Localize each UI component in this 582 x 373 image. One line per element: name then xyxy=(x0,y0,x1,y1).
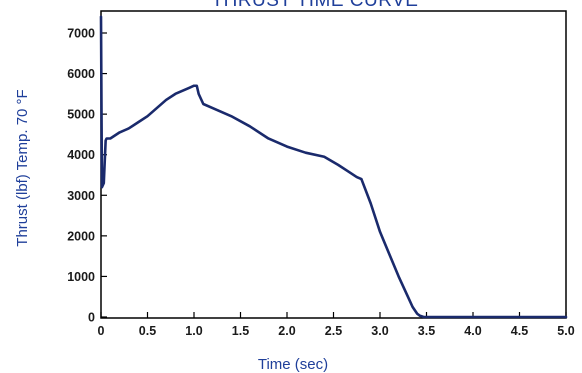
y-tick-label: 7000 xyxy=(67,27,95,41)
chart-title: THRUST TIME CURVE xyxy=(212,0,419,11)
y-axis-label: Thrust (lbf) Temp. 70 °F xyxy=(14,89,31,246)
y-tick-label: 3000 xyxy=(67,189,95,203)
y-axis-ticks: 0 1000 2000 3000 4000 5000 6000 7000 xyxy=(67,27,107,325)
x-tick-label: 1.0 xyxy=(185,324,202,338)
y-tick-label: 1000 xyxy=(67,270,95,284)
plot-frame xyxy=(100,10,567,319)
x-tick-label: 5.0 xyxy=(557,324,574,338)
plot-area xyxy=(100,10,567,319)
x-tick-label: 0 xyxy=(98,324,105,338)
series-line-thrust xyxy=(99,15,568,319)
x-tick-label: 4.5 xyxy=(511,324,528,338)
y-tick-label: 0 xyxy=(88,311,95,325)
x-tick-label: 0.5 xyxy=(139,324,156,338)
x-axis-ticks: 0 0.5 1.0 1.5 2.0 2.5 3.0 3.5 4.0 4.5 5.0 xyxy=(98,312,575,338)
x-tick-label: 3.5 xyxy=(418,324,435,338)
x-tick-label: 3.0 xyxy=(371,324,388,338)
x-tick-label: 2.0 xyxy=(278,324,295,338)
x-tick-label: 4.0 xyxy=(464,324,481,338)
y-tick-label: 2000 xyxy=(67,229,95,243)
x-tick-label: 1.5 xyxy=(232,324,249,338)
y-tick-label: 4000 xyxy=(67,148,95,162)
y-tick-label: 5000 xyxy=(67,108,95,122)
y-tick-label: 6000 xyxy=(67,67,95,81)
x-tick-label: 2.5 xyxy=(325,324,342,338)
x-axis-label: Time (sec) xyxy=(258,356,328,373)
